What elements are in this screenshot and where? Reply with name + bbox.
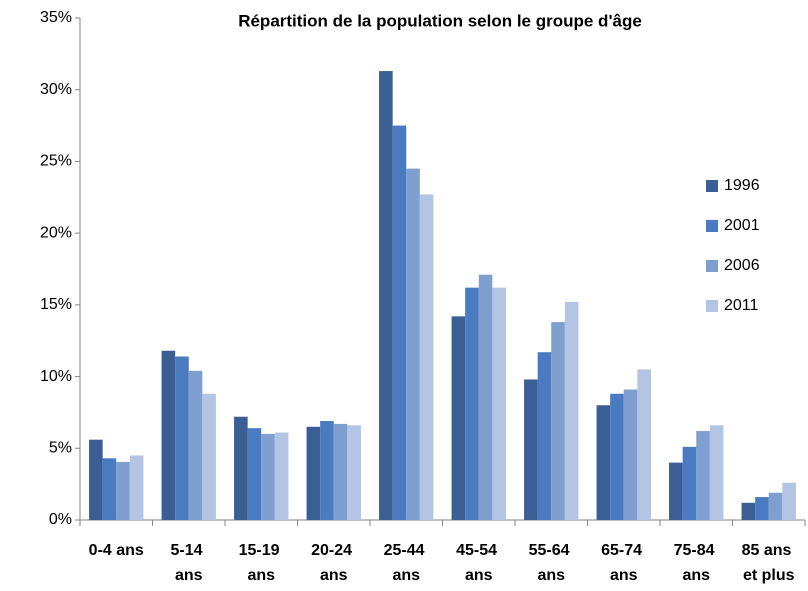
y-tick-label: 10% xyxy=(40,368,72,385)
x-tick-label: 15-19 ans xyxy=(239,542,284,584)
bar xyxy=(465,287,479,520)
bar xyxy=(782,482,796,520)
bar xyxy=(537,352,552,520)
bar xyxy=(347,425,361,520)
bar xyxy=(709,425,724,520)
bar xyxy=(669,462,683,520)
bar xyxy=(637,369,651,520)
x-tick-label: 20-24 ans xyxy=(311,542,356,584)
bar xyxy=(261,433,275,520)
bar xyxy=(379,71,393,520)
y-tick-label: 0% xyxy=(49,511,72,528)
legend-swatch xyxy=(706,220,718,232)
y-tick-label: 35% xyxy=(40,9,72,26)
bar xyxy=(623,389,638,520)
bar xyxy=(768,492,783,520)
bar xyxy=(392,125,407,521)
bar xyxy=(478,274,493,520)
bar xyxy=(682,446,697,520)
bar xyxy=(102,458,117,520)
bar xyxy=(524,379,538,520)
bar xyxy=(274,432,289,520)
bar xyxy=(610,393,624,520)
bar xyxy=(741,502,756,520)
legend-label: 2001 xyxy=(724,217,760,234)
x-tick-label: 0-4 ans xyxy=(89,542,144,559)
bar xyxy=(129,455,144,520)
chart-title: Répartition de la population selon le gr… xyxy=(238,11,642,30)
y-tick-label: 20% xyxy=(40,224,72,241)
bar xyxy=(188,370,203,520)
bar xyxy=(419,194,434,520)
x-tick-label: 55-64 ans xyxy=(529,542,574,584)
x-tick-label: 75-84 ans xyxy=(674,542,719,584)
bar xyxy=(564,301,579,520)
bar xyxy=(175,356,189,520)
legend-swatch xyxy=(706,260,718,272)
bar xyxy=(306,426,321,520)
y-tick-label: 25% xyxy=(40,153,72,170)
bar xyxy=(320,421,334,520)
bar xyxy=(116,461,130,520)
bar xyxy=(755,497,769,520)
bar xyxy=(333,423,348,520)
bar xyxy=(551,322,565,520)
y-tick-label: 30% xyxy=(40,81,72,98)
y-tick-label: 15% xyxy=(40,296,72,313)
bar xyxy=(696,431,710,520)
bar xyxy=(247,428,262,520)
x-tick-label: 65-74 ans xyxy=(601,542,646,584)
bar xyxy=(234,416,248,520)
x-tick-label: 25-44 ans xyxy=(384,542,429,584)
bar xyxy=(202,393,216,520)
legend-label: 2011 xyxy=(724,297,759,314)
x-tick-label: 5-14 ans xyxy=(171,542,207,584)
bar xyxy=(406,168,420,520)
legend-label: 2006 xyxy=(724,257,760,274)
bar xyxy=(89,439,103,520)
legend-swatch xyxy=(706,300,718,312)
x-tick-label: 85 ans et plus xyxy=(742,542,796,584)
bar xyxy=(451,316,466,520)
legend-swatch xyxy=(706,180,718,192)
bar xyxy=(161,350,176,520)
y-tick-label: 5% xyxy=(49,440,72,457)
bar xyxy=(596,405,611,520)
legend-label: 1996 xyxy=(724,177,760,194)
x-tick-label: 45-54 ans xyxy=(456,542,501,584)
bar xyxy=(492,287,506,520)
